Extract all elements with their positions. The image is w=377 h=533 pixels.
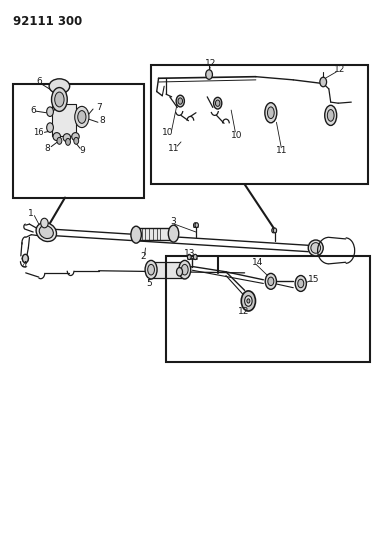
Ellipse shape xyxy=(176,95,184,107)
Ellipse shape xyxy=(49,79,70,94)
Ellipse shape xyxy=(265,103,277,123)
Text: 13: 13 xyxy=(184,249,195,258)
Ellipse shape xyxy=(131,226,141,243)
Ellipse shape xyxy=(295,276,307,292)
Ellipse shape xyxy=(178,98,182,104)
Ellipse shape xyxy=(215,100,220,107)
Ellipse shape xyxy=(72,133,79,141)
Ellipse shape xyxy=(195,223,198,228)
Text: 12: 12 xyxy=(238,307,250,316)
Text: 6: 6 xyxy=(36,77,42,86)
Ellipse shape xyxy=(145,261,157,279)
Bar xyxy=(12,84,144,198)
Text: 16: 16 xyxy=(33,128,43,137)
Ellipse shape xyxy=(267,107,274,118)
Ellipse shape xyxy=(63,134,70,142)
Ellipse shape xyxy=(193,254,197,260)
Ellipse shape xyxy=(320,77,326,87)
Ellipse shape xyxy=(265,273,276,289)
Ellipse shape xyxy=(39,225,53,239)
Text: 5: 5 xyxy=(146,279,152,288)
Text: 92111 300: 92111 300 xyxy=(12,14,82,28)
Ellipse shape xyxy=(327,110,334,121)
Text: 6: 6 xyxy=(30,106,36,115)
Ellipse shape xyxy=(78,111,86,123)
Ellipse shape xyxy=(176,268,182,276)
Ellipse shape xyxy=(75,107,89,127)
Ellipse shape xyxy=(245,296,252,306)
Ellipse shape xyxy=(47,107,54,116)
Ellipse shape xyxy=(57,138,62,144)
Ellipse shape xyxy=(74,138,79,144)
Ellipse shape xyxy=(66,139,70,146)
Ellipse shape xyxy=(273,228,277,233)
Ellipse shape xyxy=(55,92,64,107)
Text: 10: 10 xyxy=(162,128,174,138)
Text: 12: 12 xyxy=(204,60,216,68)
Ellipse shape xyxy=(193,223,197,228)
Text: 10: 10 xyxy=(231,131,242,140)
Ellipse shape xyxy=(325,106,337,125)
Text: 11: 11 xyxy=(168,144,179,154)
Bar xyxy=(151,262,185,278)
Text: 7: 7 xyxy=(96,103,101,112)
Ellipse shape xyxy=(272,228,275,233)
Bar xyxy=(52,104,76,135)
Ellipse shape xyxy=(168,225,179,242)
Ellipse shape xyxy=(308,240,323,256)
Text: 4: 4 xyxy=(22,261,28,270)
Ellipse shape xyxy=(206,70,213,79)
Ellipse shape xyxy=(241,291,256,311)
Text: 8: 8 xyxy=(44,144,50,154)
Ellipse shape xyxy=(53,133,61,141)
Bar xyxy=(166,256,370,362)
Text: 8: 8 xyxy=(100,116,105,125)
Bar xyxy=(151,65,368,184)
Ellipse shape xyxy=(148,264,155,275)
Ellipse shape xyxy=(179,261,191,279)
Ellipse shape xyxy=(298,279,304,288)
Ellipse shape xyxy=(41,218,48,228)
Text: 3: 3 xyxy=(171,217,176,226)
Ellipse shape xyxy=(187,254,191,260)
Text: 15: 15 xyxy=(308,275,320,284)
Text: 9: 9 xyxy=(79,147,85,156)
Ellipse shape xyxy=(268,277,274,286)
Ellipse shape xyxy=(36,223,57,241)
Ellipse shape xyxy=(247,299,250,303)
Text: 14: 14 xyxy=(252,258,264,266)
Ellipse shape xyxy=(22,254,28,263)
Text: 12: 12 xyxy=(334,64,346,74)
Ellipse shape xyxy=(52,87,67,111)
Ellipse shape xyxy=(311,243,320,253)
Ellipse shape xyxy=(214,98,222,109)
Text: 2: 2 xyxy=(141,253,146,262)
Ellipse shape xyxy=(47,123,54,132)
Text: 1: 1 xyxy=(28,209,34,218)
Text: 11: 11 xyxy=(276,147,288,156)
Ellipse shape xyxy=(181,264,188,275)
Polygon shape xyxy=(22,256,29,261)
Bar xyxy=(136,228,173,240)
